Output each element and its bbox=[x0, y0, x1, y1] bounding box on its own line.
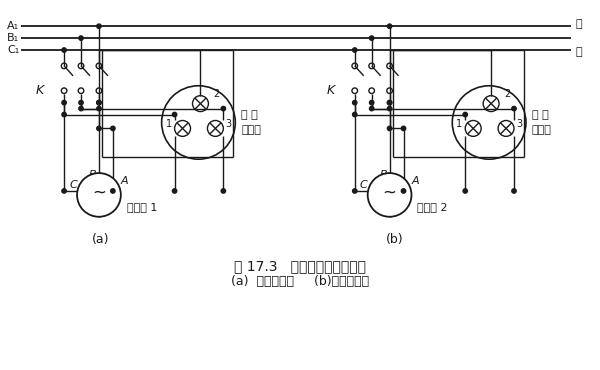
Circle shape bbox=[97, 126, 101, 131]
Circle shape bbox=[79, 100, 83, 105]
Text: B: B bbox=[89, 170, 97, 180]
Circle shape bbox=[370, 107, 374, 111]
Circle shape bbox=[512, 107, 516, 111]
Text: 网: 网 bbox=[576, 47, 583, 57]
Text: A₁: A₁ bbox=[7, 21, 19, 31]
Circle shape bbox=[110, 126, 115, 131]
Circle shape bbox=[79, 107, 83, 111]
Circle shape bbox=[512, 189, 516, 193]
Text: 发电机 1: 发电机 1 bbox=[127, 202, 157, 212]
Text: C: C bbox=[69, 180, 77, 190]
Text: 2: 2 bbox=[214, 89, 220, 99]
Circle shape bbox=[388, 100, 392, 105]
Text: B: B bbox=[380, 170, 388, 180]
Circle shape bbox=[401, 126, 406, 131]
Text: (a): (a) bbox=[92, 233, 110, 246]
Text: 发电机 2: 发电机 2 bbox=[418, 202, 448, 212]
Text: A: A bbox=[412, 176, 419, 186]
Circle shape bbox=[77, 173, 121, 217]
Circle shape bbox=[221, 189, 226, 193]
Circle shape bbox=[97, 100, 101, 105]
Text: 同 步: 同 步 bbox=[532, 110, 548, 120]
Circle shape bbox=[401, 189, 406, 193]
Text: K: K bbox=[326, 84, 335, 97]
Circle shape bbox=[388, 107, 392, 111]
Text: K: K bbox=[36, 84, 44, 97]
Text: C₁: C₁ bbox=[7, 45, 20, 55]
Circle shape bbox=[353, 48, 357, 52]
Circle shape bbox=[463, 189, 467, 193]
Circle shape bbox=[221, 107, 226, 111]
Text: (b): (b) bbox=[386, 233, 403, 246]
Circle shape bbox=[353, 100, 357, 105]
Circle shape bbox=[110, 189, 115, 193]
Circle shape bbox=[62, 100, 66, 105]
Text: 指示灯: 指示灯 bbox=[241, 125, 261, 135]
Text: ~: ~ bbox=[92, 184, 106, 202]
Text: 1: 1 bbox=[166, 120, 172, 130]
Circle shape bbox=[97, 107, 101, 111]
Text: 3: 3 bbox=[226, 120, 232, 130]
Circle shape bbox=[97, 24, 101, 28]
Circle shape bbox=[353, 189, 357, 193]
Text: A: A bbox=[121, 176, 128, 186]
Circle shape bbox=[172, 112, 177, 117]
Text: 图 17.3   三相同步发电机整步: 图 17.3 三相同步发电机整步 bbox=[234, 259, 366, 273]
Circle shape bbox=[368, 173, 412, 217]
Text: 指示灯: 指示灯 bbox=[532, 125, 552, 135]
Circle shape bbox=[388, 126, 392, 131]
Circle shape bbox=[62, 189, 66, 193]
Text: 电: 电 bbox=[576, 19, 583, 29]
Text: 同 步: 同 步 bbox=[241, 110, 258, 120]
Circle shape bbox=[62, 112, 66, 117]
Circle shape bbox=[370, 100, 374, 105]
Circle shape bbox=[353, 112, 357, 117]
Circle shape bbox=[463, 112, 467, 117]
Text: 1: 1 bbox=[456, 120, 462, 130]
Circle shape bbox=[97, 100, 101, 105]
Circle shape bbox=[388, 100, 392, 105]
Text: C: C bbox=[360, 180, 367, 190]
Text: (a)  灯光明暗法     (b)灯光旋转法: (a) 灯光明暗法 (b)灯光旋转法 bbox=[231, 275, 369, 288]
Circle shape bbox=[172, 189, 177, 193]
Circle shape bbox=[388, 24, 392, 28]
Text: B₁: B₁ bbox=[7, 33, 19, 43]
Circle shape bbox=[79, 36, 83, 40]
Text: 2: 2 bbox=[504, 89, 511, 99]
Circle shape bbox=[370, 36, 374, 40]
Text: ~: ~ bbox=[383, 184, 397, 202]
Text: 3: 3 bbox=[516, 120, 522, 130]
Circle shape bbox=[62, 48, 66, 52]
